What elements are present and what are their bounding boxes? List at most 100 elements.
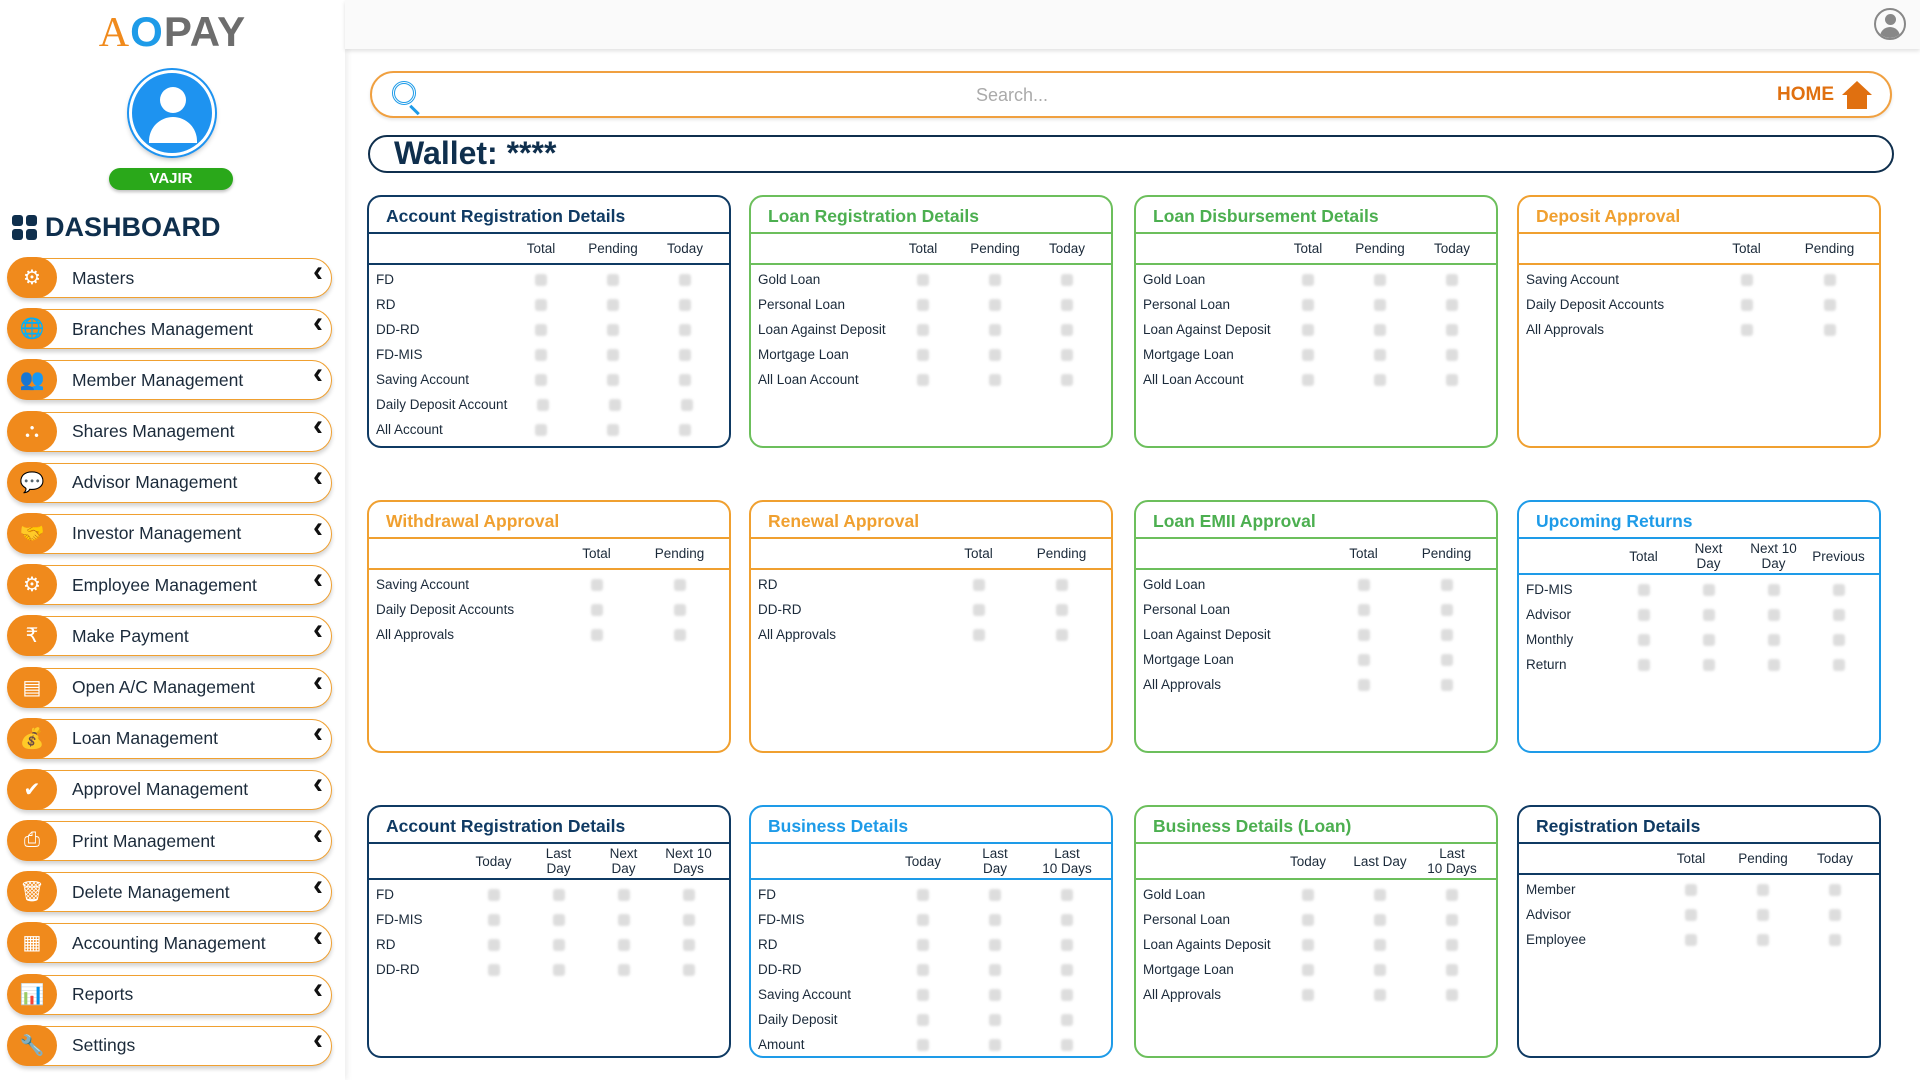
sidebar-item-settings[interactable]: 🔧 Settings ‹: [7, 1022, 332, 1066]
value-cell: [526, 963, 591, 976]
chevron-left-icon[interactable]: ‹: [313, 510, 323, 544]
sidebar-item-reports[interactable]: 📊 Reports ‹: [7, 971, 332, 1015]
row-label: Loan Against Deposit: [1143, 627, 1271, 642]
search-input[interactable]: [432, 79, 1592, 111]
value-cell: [937, 578, 1020, 591]
blurred-value: [1767, 633, 1780, 646]
column-headers: Total Next Day Next 10 Day Previous: [1519, 539, 1879, 575]
value-cell: [1031, 373, 1103, 386]
blurred-value: [989, 1013, 1001, 1026]
blurred-value: [679, 298, 691, 311]
table-row: FD-MIS: [369, 907, 729, 932]
chevron-left-icon[interactable]: ‹: [313, 869, 323, 903]
chevron-left-icon[interactable]: ‹: [313, 613, 323, 647]
blurred-value: [1440, 603, 1453, 616]
blurred-value: [1685, 933, 1697, 946]
blurred-value: [1823, 273, 1836, 286]
chevron-left-icon[interactable]: ‹: [313, 766, 323, 800]
blurred-value: [1767, 608, 1780, 621]
home-button[interactable]: HOME: [1777, 81, 1872, 109]
value-cell: [1322, 628, 1405, 641]
chevron-left-icon[interactable]: ‹: [313, 562, 323, 596]
value-cell: [1611, 583, 1676, 596]
chevron-left-icon[interactable]: ‹: [313, 357, 323, 391]
value-cell: [1799, 883, 1871, 896]
blurred-value: [1374, 348, 1386, 361]
search-bar: HOME: [370, 71, 1892, 118]
blurred-value: [552, 963, 565, 976]
chevron-left-icon[interactable]: ‹: [313, 715, 323, 749]
home-icon: [1842, 81, 1872, 109]
table-row: FD-MIS: [369, 342, 729, 367]
chevron-left-icon[interactable]: ‹: [313, 459, 323, 493]
sidebar-item-accounting-management[interactable]: ▦ Accounting Management ‹: [7, 920, 332, 964]
chevron-left-icon[interactable]: ‹: [313, 664, 323, 698]
blurred-value: [535, 273, 547, 286]
table-row: Gold Loan: [1136, 572, 1496, 597]
value-cell: [555, 578, 638, 591]
blurred-value: [1832, 583, 1845, 596]
sidebar-item-delete-management[interactable]: 🗑 Delete Management ‹: [7, 869, 332, 913]
chevron-left-icon[interactable]: ‹: [313, 920, 323, 954]
sidebar-item-employee-management[interactable]: ⚙ Employee Management ‹: [7, 562, 332, 606]
blurred-value: [1637, 633, 1650, 646]
sidebar-item-loan-management[interactable]: 💰 Loan Management ‹: [7, 715, 332, 759]
value-cell: [959, 988, 1031, 1001]
value-cell: [1272, 348, 1344, 361]
row-label: Daily Deposit Account: [376, 397, 508, 412]
sidebar-item-shares-management[interactable]: ⛬ Shares Management ‹: [7, 408, 332, 452]
sidebar-item-open-a-c-management[interactable]: ▤ Open A/C Management ‹: [7, 664, 332, 708]
blurred-value: [1440, 628, 1453, 641]
value-cell: [887, 1038, 959, 1051]
table-row: RD: [751, 572, 1111, 597]
blurred-value: [1757, 933, 1769, 946]
chevron-left-icon[interactable]: ‹: [313, 306, 323, 340]
chevron-left-icon[interactable]: ‹: [313, 255, 323, 288]
card-title: Deposit Approval: [1519, 197, 1879, 234]
user-avatar-icon[interactable]: [129, 70, 215, 156]
blurred-value: [607, 423, 619, 436]
value-cell: [1727, 933, 1799, 946]
table-row: All Loan Account: [751, 367, 1111, 392]
value-cell: [959, 323, 1031, 336]
column-headers: Today Last Day Last 10 Days: [1136, 844, 1496, 880]
blurred-value: [1357, 653, 1370, 666]
row-label: All Approvals: [758, 627, 837, 642]
table-row: Loan Againts Deposit: [1136, 932, 1496, 957]
dashboard-heading[interactable]: DASHBOARD: [12, 212, 221, 243]
sidebar: AOPAY VAJIR DASHBOARD ⚙ Masters ‹ 🌐 Branches…: [0, 0, 345, 1080]
column-header: Total: [1293, 241, 1323, 256]
search-icon[interactable]: [392, 81, 416, 105]
blurred-value: [1823, 298, 1836, 311]
blurred-value: [1061, 888, 1073, 901]
row-label: DD-RD: [376, 322, 420, 337]
blurred-value: [535, 373, 547, 386]
row-label: Gold Loan: [1143, 887, 1206, 902]
sidebar-item-member-management[interactable]: 👥 Member Management ‹: [7, 357, 332, 401]
value-cell: [1344, 373, 1416, 386]
blurred-value: [681, 398, 694, 411]
user-profile-icon[interactable]: [1874, 8, 1906, 40]
card-body: FD RD DD-RD FD-MIS Saving Account Daily Depos…: [369, 265, 729, 442]
card-body: Gold Loan Personal Loan Loan Againts Depos…: [1136, 880, 1496, 1007]
blurred-value: [1357, 578, 1370, 591]
card-loan-emii-approval: Loan EMII Approval Total Pending Gold Loan P…: [1134, 500, 1498, 753]
sidebar-item-branches-management[interactable]: 🌐 Branches Management ‹: [7, 306, 332, 350]
card-business-details-loan: Business Details (Loan) Today Last Day Last…: [1134, 805, 1498, 1058]
value-cell: [959, 298, 1031, 311]
sidebar-item-advisor-management[interactable]: 💬 Advisor Management ‹: [7, 459, 332, 503]
value-cell: [937, 628, 1020, 641]
chevron-left-icon[interactable]: ‹: [313, 818, 323, 852]
sidebar-item-masters[interactable]: ⚙ Masters ‹: [7, 255, 332, 298]
blurred-value: [590, 603, 603, 616]
chevron-left-icon[interactable]: ‹: [313, 408, 323, 442]
sidebar-item-print-management[interactable]: ⎙ Print Management ‹: [7, 818, 332, 862]
blurred-value: [1446, 273, 1458, 286]
chevron-left-icon[interactable]: ‹: [313, 1022, 323, 1056]
blurred-value: [1702, 633, 1715, 646]
card-body: Gold Loan Personal Loan Loan Against Depos…: [751, 265, 1111, 392]
sidebar-item-make-payment[interactable]: ₹ Make Payment ‹: [7, 613, 332, 657]
sidebar-item-approvel-management[interactable]: ✔ Approvel Management ‹: [7, 766, 332, 810]
sidebar-item-investor-management[interactable]: 🤝 Investor Management ‹: [7, 510, 332, 554]
chevron-left-icon[interactable]: ‹: [313, 971, 323, 1005]
